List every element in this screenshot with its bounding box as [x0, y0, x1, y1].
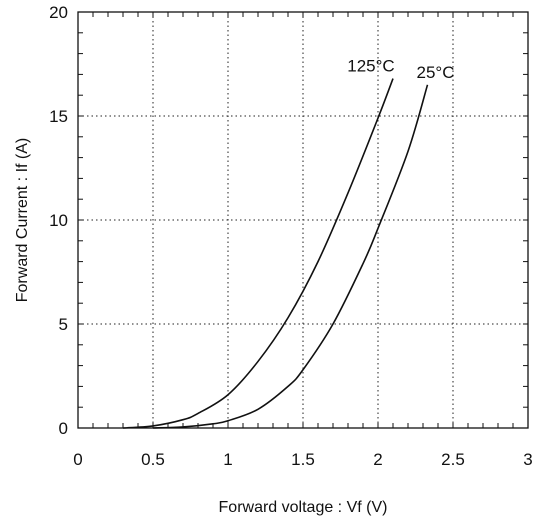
series-line-0 — [122, 78, 394, 429]
minor-ticks — [78, 12, 528, 428]
x-tick-label: 2.5 — [441, 450, 465, 469]
x-tick-labels: 0 0.5 1 1.5 2 2.5 3 — [73, 450, 532, 469]
x-tick-label: 3 — [523, 450, 532, 469]
x-tick-label: 2 — [373, 450, 382, 469]
y-tick-label: 5 — [59, 315, 68, 334]
series-label-1: 25°C — [417, 63, 455, 82]
y-tick-label: 0 — [59, 419, 68, 438]
series-label-0: 125°C — [347, 57, 394, 76]
y-tick-label: 10 — [49, 211, 68, 230]
x-tick-label: 0 — [73, 450, 82, 469]
x-axis-label: Forward voltage : Vf (V) — [219, 499, 388, 516]
series-labels: 125°C 25°C — [347, 57, 454, 82]
x-tick-label: 0.5 — [141, 450, 165, 469]
y-tick-labels: 0 5 10 15 20 — [49, 3, 68, 438]
series-line-1 — [152, 84, 429, 429]
x-tick-label: 1 — [223, 450, 232, 469]
series-lines — [122, 78, 429, 429]
y-axis-label: Forward Current : If (A) — [14, 138, 31, 302]
y-tick-label: 15 — [49, 107, 68, 126]
grid-lines — [78, 12, 528, 428]
y-tick-label: 20 — [49, 3, 68, 22]
x-tick-label: 1.5 — [291, 450, 315, 469]
